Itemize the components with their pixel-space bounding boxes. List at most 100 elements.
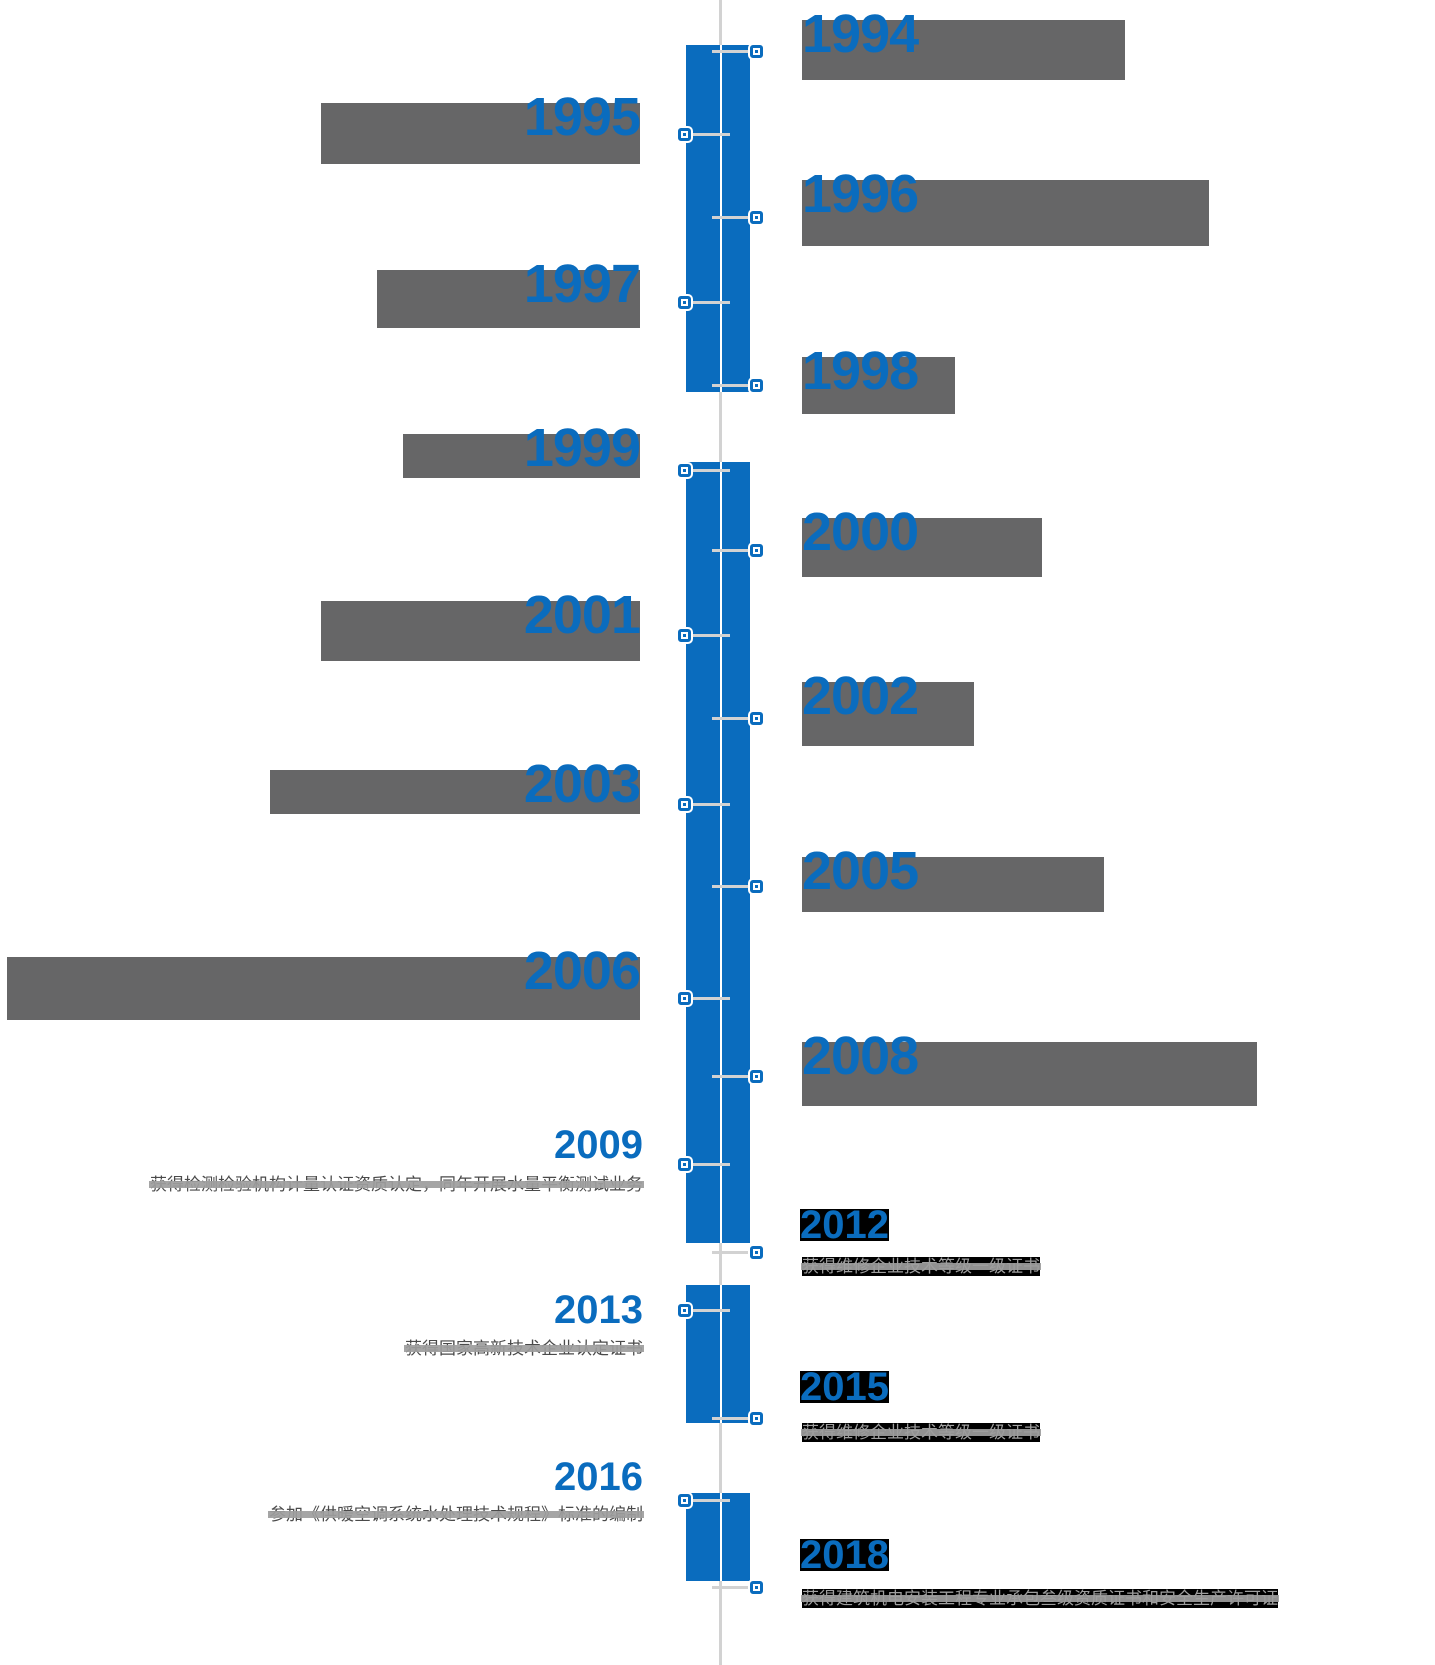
entry-year: 1997 xyxy=(524,257,641,311)
entry-connector-tick xyxy=(690,469,730,472)
entry-year-label: 1994 xyxy=(802,4,919,64)
entry-node-marker xyxy=(750,1246,763,1259)
entry-description-stripe xyxy=(268,1511,644,1518)
entry-year: 2003 xyxy=(523,754,641,814)
entry-connector-tick xyxy=(690,133,730,136)
entry-node-marker-dot xyxy=(755,384,758,387)
entry-year-label: 2006 xyxy=(523,941,641,1001)
entry-node-marker xyxy=(678,296,691,309)
entry-image-placeholder xyxy=(403,434,640,478)
entry-year-label: 2015 xyxy=(800,1365,889,1409)
entry-year-label: 1998 xyxy=(802,341,919,401)
entry-year-label: 2016 xyxy=(554,1455,643,1499)
entry-year: 1999 xyxy=(524,421,641,475)
timeline-bar-segment xyxy=(686,1493,750,1581)
entry-description: 获得建筑机电安装工程专业承包叁级资质证书和安全生产许可证 xyxy=(801,1588,1279,1609)
entry-year-label: 2005 xyxy=(802,841,919,901)
entry-connector-tick xyxy=(712,216,751,219)
entry-node-marker xyxy=(750,544,763,557)
timeline-bar-segment xyxy=(686,462,750,1243)
entry-node-marker-dot xyxy=(755,1075,758,1078)
entry-year-label: 1996 xyxy=(802,164,919,224)
entry-year-label: 2013 xyxy=(554,1288,643,1332)
entry-node-marker xyxy=(750,211,763,224)
entry-year-label: 2009 xyxy=(554,1123,643,1167)
entry-node-marker-dot xyxy=(755,885,758,888)
entry-description-stripe xyxy=(801,1429,1041,1436)
entry-node-marker-dot xyxy=(683,803,686,806)
entry-image-placeholder xyxy=(802,20,1125,80)
entry-connector-tick xyxy=(690,803,730,806)
entry-year: 2016 xyxy=(554,1457,643,1497)
entry-node-marker xyxy=(678,1494,691,1507)
entry-image-placeholder xyxy=(802,180,1209,246)
entry-connector-tick xyxy=(690,301,730,304)
entry-node-marker-dot xyxy=(683,469,686,472)
entry-description: 获得国家高新技术企业认定证书 xyxy=(404,1338,644,1359)
entry-node-marker-dot xyxy=(683,133,686,136)
entry-node-marker-dot xyxy=(683,1309,686,1312)
entry-image-placeholder xyxy=(321,601,640,661)
timeline-bar-center-line xyxy=(720,1285,722,1423)
entry-year: 1995 xyxy=(523,87,641,147)
entry-year: 2005 xyxy=(802,841,919,901)
entry-node-marker-dot xyxy=(755,1586,758,1589)
timeline-bar-center-line xyxy=(720,1493,722,1581)
entry-node-marker-dot xyxy=(755,50,758,53)
entry-node-marker-dot xyxy=(683,634,686,637)
entry-node-marker xyxy=(678,798,691,811)
entry-year: 2013 xyxy=(554,1290,643,1330)
entry-image-placeholder xyxy=(802,1042,1257,1106)
entry-description: 获得检测检验机构计量认证资质认定，同年开展水量平衡测试业务 xyxy=(149,1174,644,1195)
entry-node-marker xyxy=(678,464,691,477)
entry-year: 2002 xyxy=(802,669,919,723)
entry-node-marker xyxy=(750,1412,763,1425)
entry-connector-tick xyxy=(690,634,730,637)
entry-description: 获得维修企业技术等级一级证书 xyxy=(801,1256,1041,1277)
entry-year: 2006 xyxy=(523,941,641,1001)
entry-year-label: 2008 xyxy=(802,1026,919,1086)
entry-node-marker xyxy=(678,128,691,141)
entry-image-placeholder xyxy=(802,357,955,414)
entry-connector-tick xyxy=(712,1075,751,1078)
entry-year-label: 2001 xyxy=(523,585,641,645)
entry-node-marker xyxy=(750,379,763,392)
entry-connector-tick xyxy=(712,1586,751,1589)
entry-image-placeholder xyxy=(802,857,1104,912)
entry-image-placeholder xyxy=(802,518,1042,577)
entry-node-marker-dot xyxy=(755,549,758,552)
entry-node-marker-dot xyxy=(683,301,686,304)
entry-year: 1994 xyxy=(802,4,919,64)
entry-node-marker xyxy=(678,1158,691,1171)
entry-year-label: 2012 xyxy=(800,1203,889,1247)
entry-node-marker xyxy=(750,880,763,893)
entry-connector-tick xyxy=(712,549,751,552)
entry-year-label: 2018 xyxy=(800,1533,889,1577)
entry-description-stripe xyxy=(149,1181,644,1188)
entry-node-marker xyxy=(750,712,763,725)
entry-connector-tick xyxy=(690,1309,730,1312)
entry-year-label: 2000 xyxy=(802,502,919,562)
entry-image-placeholder xyxy=(377,270,640,328)
entry-node-marker xyxy=(678,629,691,642)
entry-connector-tick xyxy=(712,50,751,53)
entry-connector-tick xyxy=(690,1163,730,1166)
entry-image-placeholder xyxy=(7,957,640,1020)
entry-node-marker xyxy=(678,992,691,1005)
entry-year: 1998 xyxy=(802,341,919,401)
entry-connector-tick xyxy=(690,1499,730,1502)
entry-image-placeholder xyxy=(802,682,974,746)
entry-year: 2015 xyxy=(800,1367,889,1407)
entry-node-marker-dot xyxy=(755,717,758,720)
entry-node-marker xyxy=(750,45,763,58)
entry-description-stripe xyxy=(801,1263,1041,1270)
entry-year-label: 1995 xyxy=(523,87,641,147)
entry-year-label: 2003 xyxy=(523,754,641,814)
entry-connector-tick xyxy=(712,1251,751,1254)
entry-year: 1996 xyxy=(802,164,919,224)
entry-image-placeholder xyxy=(321,103,640,164)
entry-connector-tick xyxy=(712,885,751,888)
entry-connector-tick xyxy=(712,1417,751,1420)
timeline-bar-center-line xyxy=(720,462,722,1243)
entry-node-marker-dot xyxy=(755,216,758,219)
